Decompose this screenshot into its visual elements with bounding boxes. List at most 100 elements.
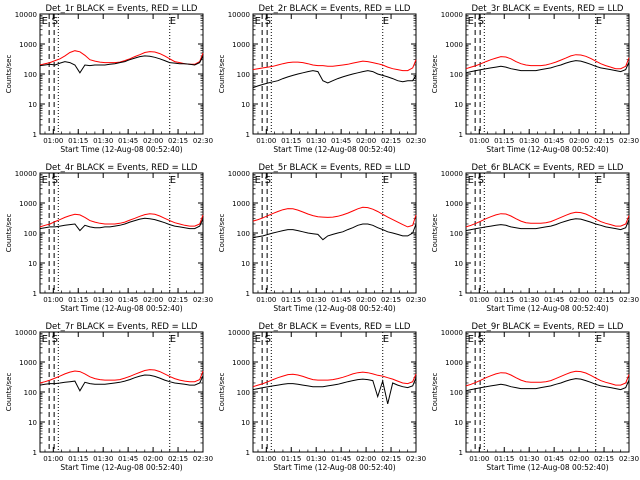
y-tick-label: 1000 [232,41,250,49]
x-tick-label: 02:15 [168,455,188,463]
x-tick-label: 01:00 [256,137,276,145]
y-tick-label: 10000 [228,11,250,19]
y-tick-label: 10 [28,260,37,268]
y-axis-label: Counts/sec [218,373,226,412]
marker-e-left: E [468,175,474,186]
y-tick-label: 10 [241,101,250,109]
y-tick-label: 10000 [228,329,250,337]
marker-e-left: E [42,175,48,186]
x-tick-label: 01:00 [43,455,63,463]
y-axis-label: Counts/sec [431,214,439,253]
marker-e-left: E [255,334,261,345]
marker-s: S [265,16,271,27]
x-tick-label: 02:00 [569,455,589,463]
y-tick-label: 10000 [228,170,250,178]
y-tick-label: 100 [237,71,250,79]
y-tick-label: 1000 [445,200,463,208]
marker-e-right: E [596,16,602,27]
x-tick-label: 01:30 [93,455,113,463]
y-tick-label: 1000 [445,41,463,49]
y-tick-label: 100 [237,389,250,397]
x-tick-label: 02:15 [381,455,401,463]
y-tick-label: 1000 [19,359,37,367]
x-tick-label: 02:30 [619,296,639,304]
marker-s: S [265,334,271,345]
events-series-line [39,55,204,74]
x-tick-label: 02:15 [168,296,188,304]
panel-2: Det_2r BLACK = Events, RED = LLD 1 10 100 10… [218,4,426,154]
lld-series-line [39,50,204,66]
panel-9: Det_9r BLACK = Events, RED = LLD 1 10 100 10… [431,322,639,472]
plot-frame [465,13,630,135]
panel-3: Det_3r BLACK = Events, RED = LLD 1 10 100 10… [431,4,639,154]
marker-e-left: E [468,334,474,345]
x-tick-label: 02:00 [569,137,589,145]
x-tick-label: 01:30 [306,137,326,145]
x-tick-label: 01:45 [331,455,351,463]
y-tick-label: 100 [450,71,463,79]
x-tick-label: 01:30 [306,296,326,304]
x-tick-label: 02:00 [143,455,163,463]
y-tick-label: 10000 [15,170,37,178]
x-tick-label: 02:00 [569,296,589,304]
events-series-line [39,374,204,392]
y-tick-label: 1000 [232,200,250,208]
panel-1: Det_1r BLACK = Events, RED = LLD 1 10 100 10… [5,4,213,154]
x-tick-label: 02:15 [594,296,614,304]
y-tick-label: 1000 [232,359,250,367]
plot-frame [465,172,630,294]
x-tick-label: 01:45 [118,296,138,304]
y-tick-label: 10000 [441,170,463,178]
marker-s: S [478,175,484,186]
plot-frame [39,13,204,135]
x-tick-label: 02:00 [356,296,376,304]
marker-s: S [478,334,484,345]
y-tick-label: 1000 [445,359,463,367]
x-tick-label: 02:30 [193,296,213,304]
x-tick-label: 01:15 [494,137,514,145]
x-tick-label: 01:00 [469,455,489,463]
y-tick-label: 10000 [441,329,463,337]
panel-title: Det_5r BLACK = Events, RED = LLD [259,163,411,173]
x-tick-label: 01:45 [118,455,138,463]
lld-series-line [465,211,630,228]
lld-series-line [252,59,417,72]
y-tick-label: 1000 [19,41,37,49]
y-tick-label: 1 [246,290,250,298]
y-tick-label: 10 [454,101,463,109]
x-tick-label: 01:15 [68,296,88,304]
panel-title: Det_6r BLACK = Events, RED = LLD [472,163,624,173]
y-tick-label: 1 [246,449,250,457]
y-axis-label: Counts/sec [218,214,226,253]
plot-frame [39,172,204,294]
marker-e-right: E [170,334,176,345]
x-axis-label: Start Time (12-Aug-08 00:52:40) [60,145,182,154]
events-series-line [252,377,417,405]
marker-e-left: E [42,16,48,27]
lld-series-line [252,206,417,228]
panel-8: Det_8r BLACK = Events, RED = LLD 1 10 100 10… [218,322,426,472]
panel-6: Det_6r BLACK = Events, RED = LLD 1 10 100 10… [431,163,639,313]
x-tick-label: 01:30 [306,455,326,463]
panel-4: Det_4r BLACK = Events, RED = LLD 1 10 100 10… [5,163,213,313]
plot-frame [252,331,417,453]
marker-e-right: E [596,175,602,186]
x-tick-label: 01:15 [281,296,301,304]
lld-series-line [252,371,417,388]
y-tick-label: 100 [24,389,37,397]
x-tick-label: 02:30 [193,137,213,145]
y-tick-label: 1 [459,131,463,139]
y-tick-label: 10 [28,419,37,427]
x-tick-label: 01:45 [118,137,138,145]
plot-frame [39,331,204,453]
y-axis-label: Counts/sec [431,373,439,412]
y-tick-label: 1 [33,131,37,139]
y-tick-label: 10 [241,419,250,427]
x-tick-label: 02:30 [406,296,426,304]
x-tick-label: 02:15 [594,137,614,145]
x-tick-label: 01:30 [519,137,539,145]
y-axis-label: Counts/sec [218,55,226,94]
x-tick-label: 02:30 [619,455,639,463]
y-tick-label: 1 [459,449,463,457]
